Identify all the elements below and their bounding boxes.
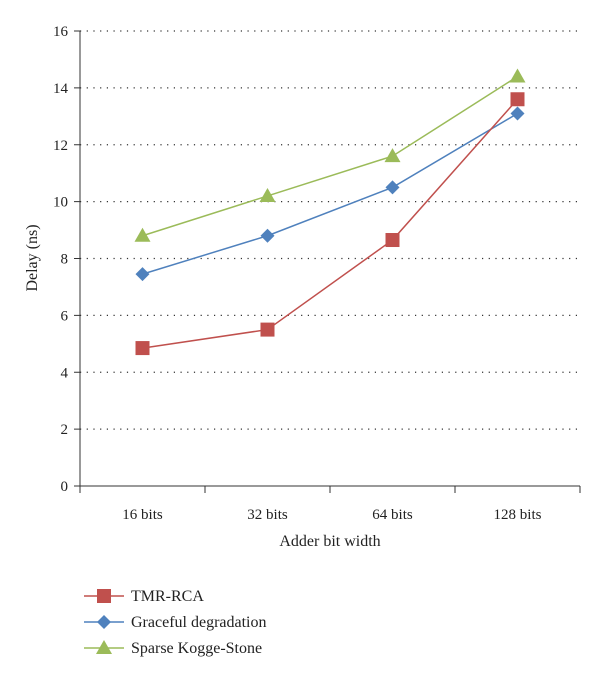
x-tick-label: 16 bits (122, 507, 163, 523)
axes (79, 31, 580, 487)
legend-item-tmr-rca: TMR-RCA (84, 588, 204, 605)
legend-label: TMR-RCA (131, 588, 204, 605)
legend-marker (97, 589, 111, 603)
y-tick-label: 16 (53, 24, 69, 40)
data-point-tmr-rca (135, 341, 150, 356)
data-point-graceful-degradation (510, 106, 525, 121)
data-point-tmr-rca (510, 92, 525, 107)
y-tick-label: 0 (61, 479, 69, 495)
data-point-graceful-degradation (385, 180, 400, 195)
data-point-sparse-kogge-stone (134, 227, 151, 242)
series-tmr-rca (135, 92, 525, 356)
series-group (134, 68, 526, 356)
legend-label: Graceful degradation (131, 614, 266, 631)
grid-lines (80, 30, 580, 430)
x-tick-label: 128 bits (494, 507, 542, 523)
data-point-graceful-degradation (135, 267, 150, 282)
y-tick-label: 10 (53, 195, 68, 211)
data-point-tmr-rca (260, 322, 275, 337)
y-tick-label: 2 (61, 422, 69, 438)
series-line-tmr-rca (142, 98, 519, 349)
legend-label: Sparse Kogge-Stone (131, 640, 262, 657)
data-point-graceful-degradation (260, 228, 275, 243)
legend-marker (96, 640, 112, 654)
x-tick-label: 64 bits (372, 507, 413, 523)
y-axis-ticks: 0 2 4 6 8 10 12 14 16 (53, 24, 80, 495)
data-point-tmr-rca (385, 233, 400, 248)
series-sparse-kogge-stone (134, 68, 526, 242)
x-tick-label: 32 bits (247, 507, 288, 523)
series-graceful-degradation (135, 106, 525, 282)
legend-item-graceful-degradation: Graceful degradation (84, 614, 266, 631)
x-axis-label: Adder bit width (279, 533, 380, 550)
x-axis-ticks: 16 bits 32 bits 64 bits 128 bits (79, 486, 581, 523)
data-point-sparse-kogge-stone (259, 187, 276, 202)
data-point-sparse-kogge-stone (384, 148, 401, 163)
legend-marker (97, 615, 111, 629)
legend: TMR-RCA Graceful degradation Sparse Kogge-… (84, 588, 266, 657)
y-tick-label: 14 (53, 81, 69, 97)
data-point-sparse-kogge-stone (509, 68, 526, 83)
y-axis-label: Delay (ns) (24, 224, 41, 291)
y-tick-label: 6 (61, 308, 69, 324)
y-tick-label: 8 (61, 252, 69, 268)
y-tick-label: 12 (53, 138, 68, 154)
y-tick-label: 4 (61, 365, 69, 381)
legend-item-sparse-kogge-stone: Sparse Kogge-Stone (84, 640, 262, 657)
series-line-graceful-degradation (142, 112, 518, 275)
series-line-sparse-kogge-stone (142, 75, 518, 237)
